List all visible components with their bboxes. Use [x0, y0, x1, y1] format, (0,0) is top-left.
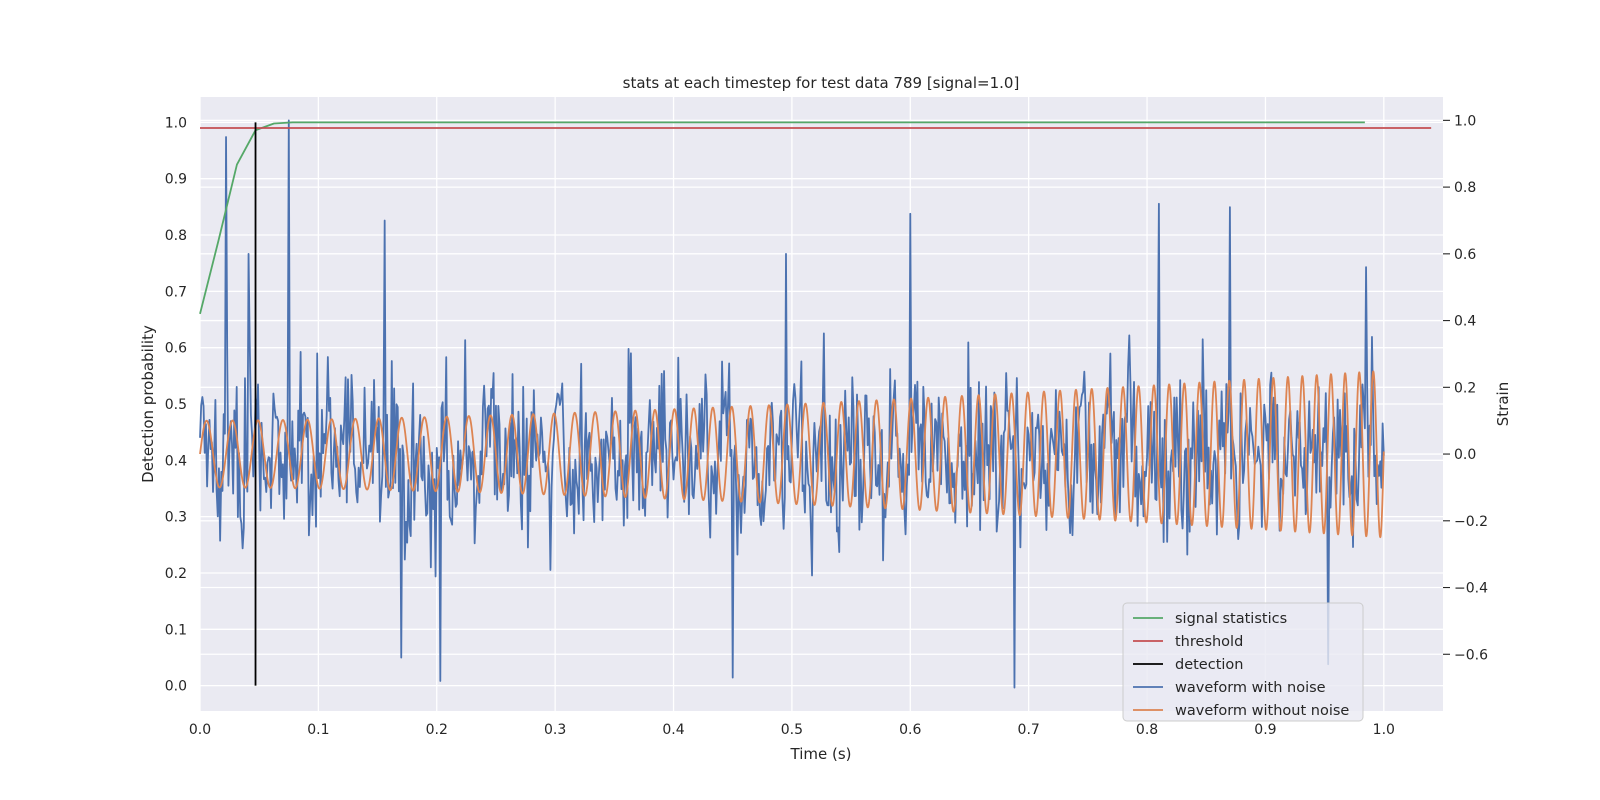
y-tick-label-left: 0.8: [165, 228, 187, 244]
y-tick-label-left: 0.3: [165, 510, 187, 526]
y-axis-label-left: Detection probability: [139, 325, 157, 483]
x-tick-label: 0.9: [1254, 722, 1276, 738]
legend: signal statistics threshold detection wavef…: [1122, 602, 1364, 722]
x-tick-label: 0.3: [544, 722, 566, 738]
y-tick-label-left: 0.2: [165, 566, 187, 582]
y-tick-label-right: 0.2: [1454, 380, 1476, 396]
x-tick-label: 1.0: [1373, 722, 1395, 738]
y-tick-label-right: −0.6: [1454, 647, 1488, 663]
x-tick-label: 0.2: [426, 722, 448, 738]
y-tick-label-right: 0.0: [1454, 447, 1476, 463]
ticks: 0.0 0.1 0.2 0.3 0.4 0.5 0.6 0.7 0.8 0.9 1.0 0.0 0.1 0…: [165, 113, 1488, 738]
y-tick-label-left: 0.5: [165, 397, 187, 413]
y-tick-label-left: 0.9: [165, 172, 187, 188]
y-tick-label-left: 0.4: [165, 453, 187, 469]
legend-label-waveform-without-noise: waveform without noise: [1175, 703, 1349, 719]
series-layer: [199, 119, 1432, 689]
x-tick-label: 0.6: [899, 722, 921, 738]
legend-box: [1122, 602, 1364, 722]
x-tick-label: 0.5: [781, 722, 803, 738]
series-signal-statistics: [199, 121, 1365, 315]
legend-label-waveform-with-noise: waveform with noise: [1175, 680, 1326, 696]
y-tick-label-left: 0.0: [165, 679, 187, 695]
legend-items: signal statistics threshold detection wavef…: [1133, 611, 1349, 719]
x-tick-label: 0.8: [1136, 722, 1158, 738]
y-axis-label-right: Strain: [1494, 382, 1512, 426]
legend-label-detection: detection: [1175, 657, 1243, 673]
legend-label-signal-statistics: signal statistics: [1175, 611, 1287, 627]
y-tick-label-right: 0.4: [1454, 314, 1476, 330]
legend-label-threshold: threshold: [1175, 634, 1243, 650]
y-tick-label-right: 0.6: [1454, 247, 1476, 263]
y-tick-label-left: 0.7: [165, 284, 187, 300]
y-tick-label-right: −0.2: [1454, 514, 1488, 530]
x-tick-label: 0.7: [1018, 722, 1040, 738]
y-tick-label-left: 0.6: [165, 341, 187, 357]
x-tick-label: 0.4: [662, 722, 684, 738]
y-tick-label-right: 0.8: [1454, 180, 1476, 196]
x-tick-label: 0.0: [189, 722, 211, 738]
chart-title: stats at each timestep for test data 789…: [623, 74, 1020, 92]
y-tick-label-right: 1.0: [1454, 113, 1476, 129]
y-tick-label-left: 0.1: [165, 622, 187, 638]
series-waveform-without-noise: [199, 370, 1385, 539]
y-tick-label-left: 1.0: [165, 115, 187, 131]
y-tick-label-right: −0.4: [1454, 581, 1488, 597]
x-tick-label: 0.1: [307, 722, 329, 738]
x-axis-label: Time (s): [790, 745, 852, 763]
